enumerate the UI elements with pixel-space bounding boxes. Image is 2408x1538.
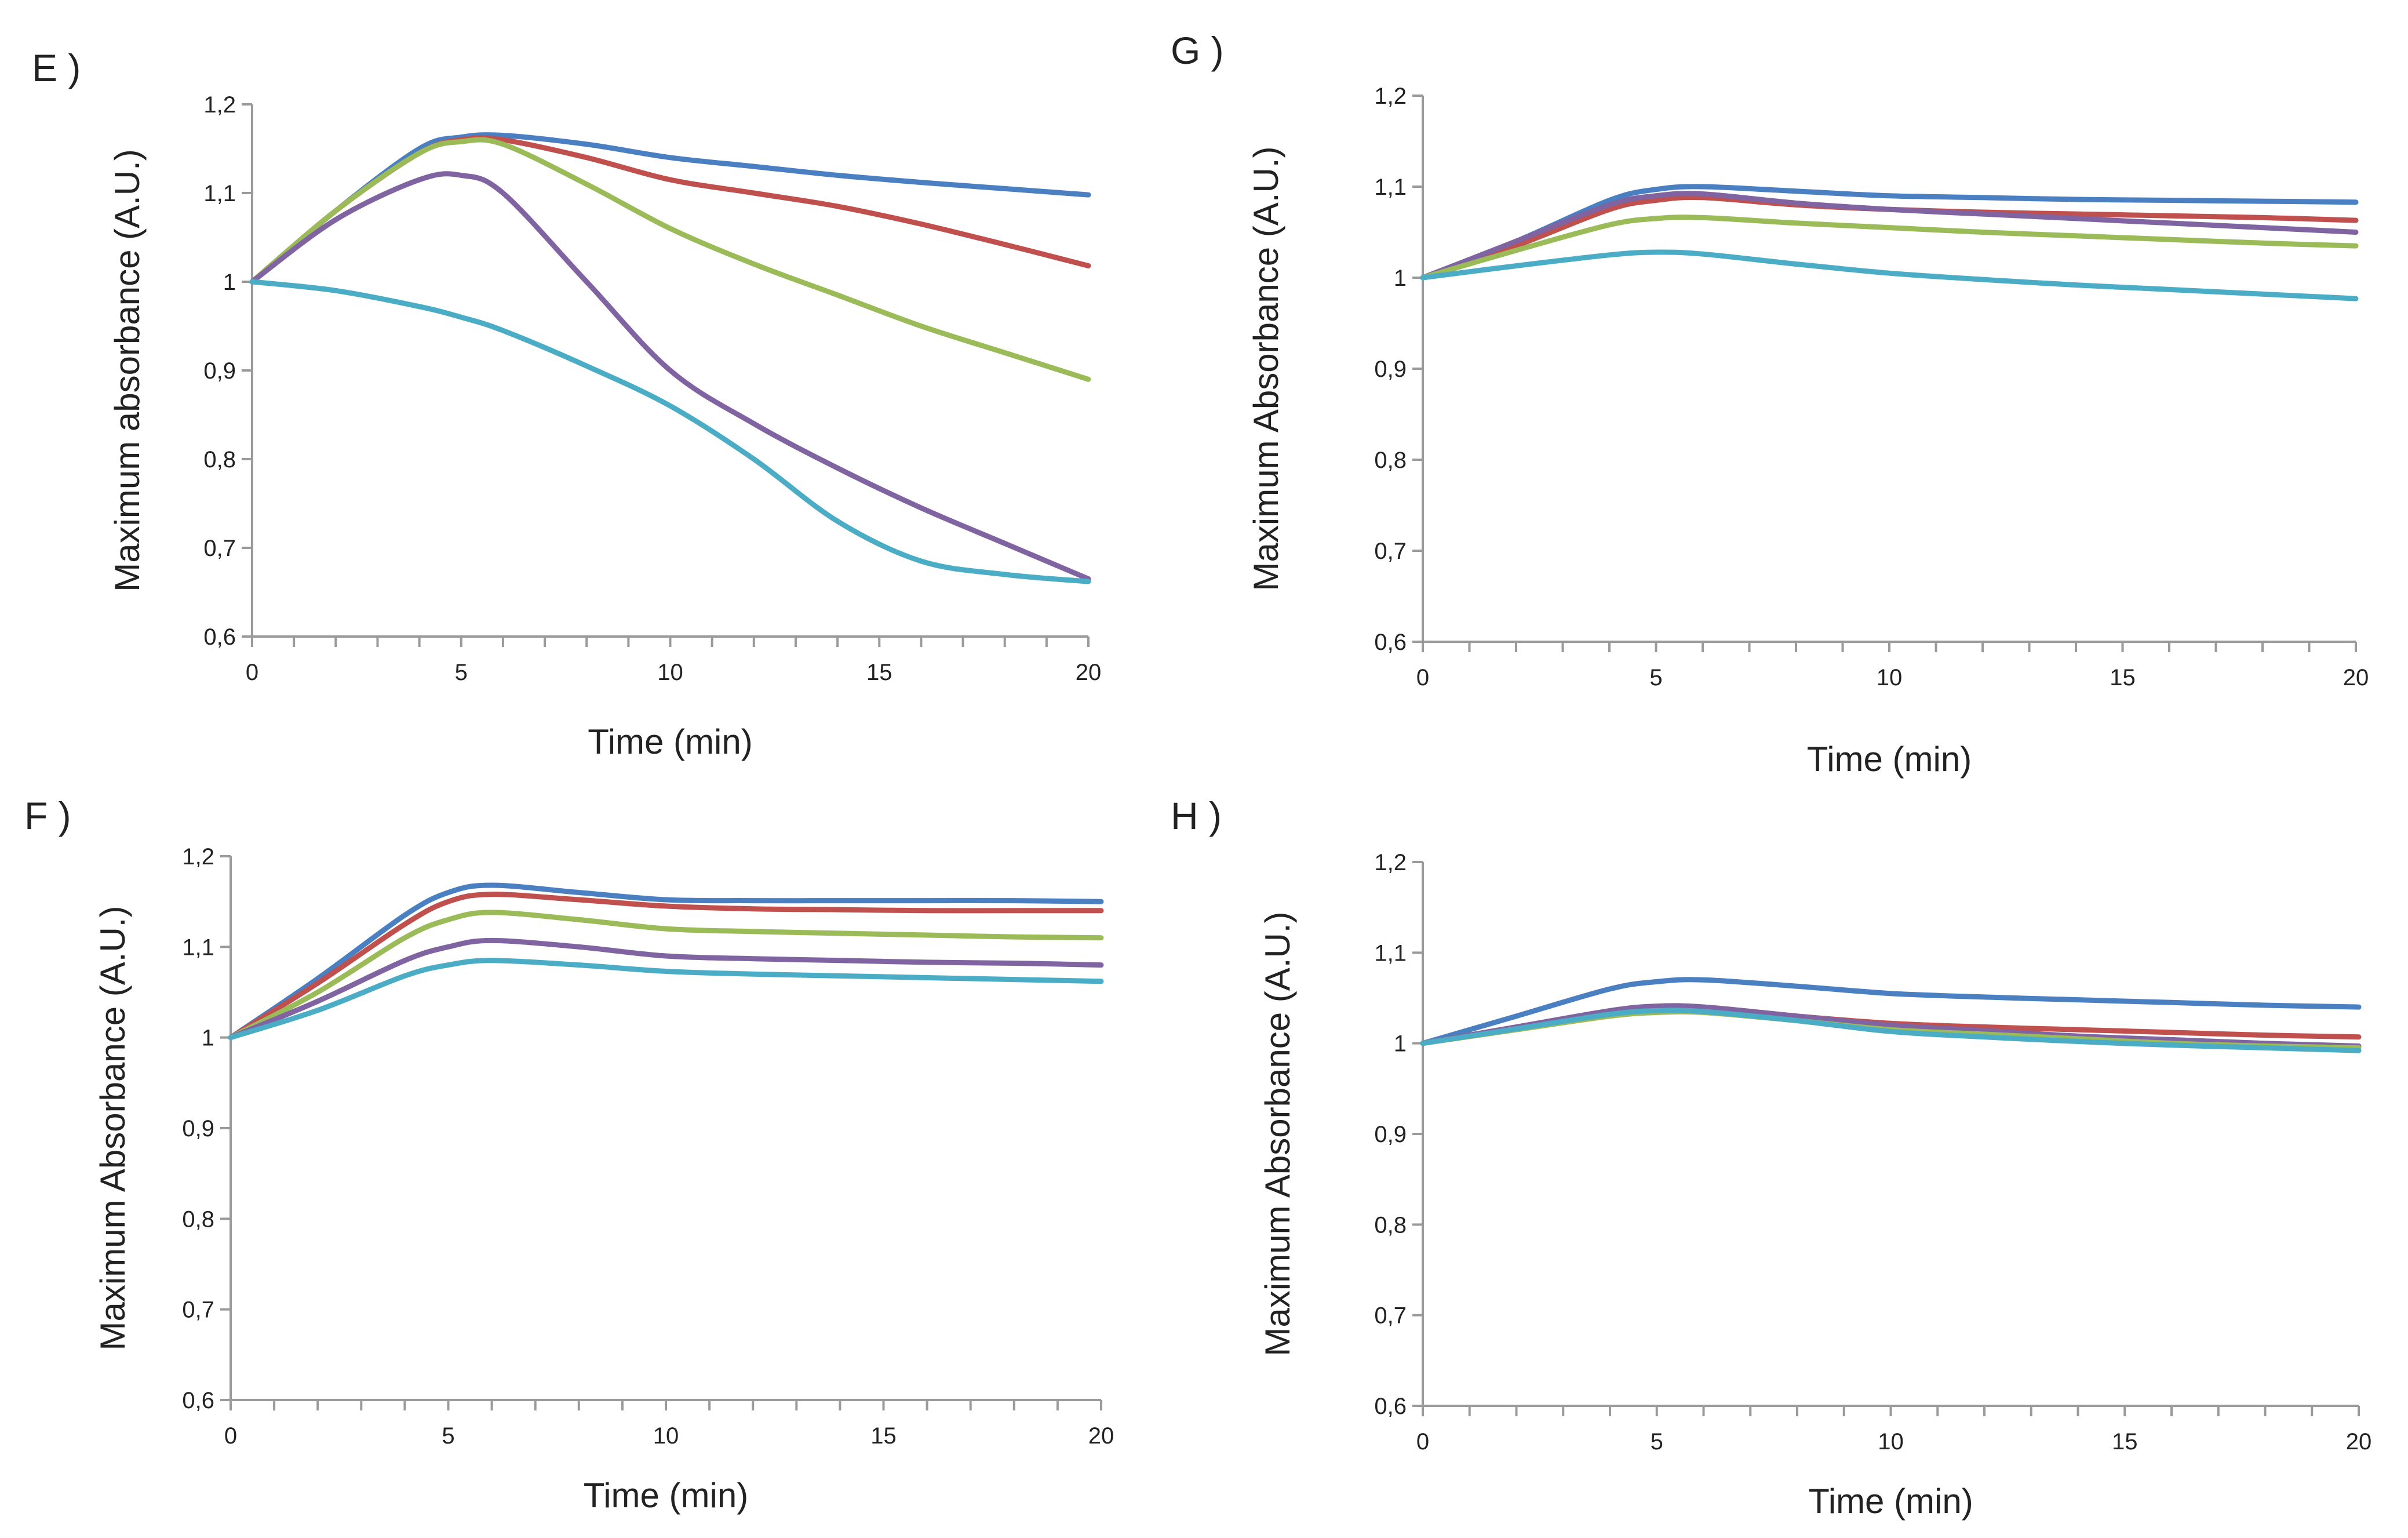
- y-tick-label: 1,1: [1374, 940, 1407, 966]
- y-tick-label: 0,6: [182, 1388, 214, 1413]
- series-line-series-2: [228, 892, 1104, 1041]
- x-tick-label: 5: [1651, 1429, 1663, 1455]
- y-tick-label: 1: [1394, 1031, 1407, 1057]
- y-axis-title: Maximum Absorbance (A.U.): [1247, 147, 1285, 591]
- x-tick-label: 5: [442, 1423, 454, 1449]
- series-line-series-3: [249, 137, 1091, 382]
- series-line-series-5: [1420, 1008, 2362, 1053]
- y-tick-label: 0,8: [182, 1206, 214, 1232]
- x-tick-label: 0: [224, 1423, 237, 1449]
- x-axis-title: Time (min): [1807, 740, 1972, 779]
- x-axis-title: Time (min): [584, 1476, 748, 1515]
- x-tick-label: 0: [1416, 665, 1429, 690]
- y-tick-label: 0,9: [182, 1116, 214, 1141]
- y-tick-label: 0,8: [1374, 1212, 1407, 1238]
- y-axis-title: Maximum Absorbance (A.U.): [93, 906, 132, 1351]
- y-tick-label: 0,6: [203, 624, 236, 650]
- chart-panel: G ) 0,6 0,7 0,8 0,9 1 1,1 1,2 0 5 10 15 20 Time (min)…: [1171, 29, 2369, 779]
- x-tick-label: 5: [455, 660, 468, 685]
- x-axis-title: Time (min): [588, 722, 752, 761]
- y-tick-label: 0,7: [203, 536, 236, 561]
- series-line-series-5: [228, 958, 1104, 1041]
- series-line-series-1: [1420, 184, 2359, 281]
- y-tick-label: 0,9: [1374, 357, 1407, 382]
- series-line-series-1: [228, 882, 1104, 1041]
- x-tick-label: 5: [1649, 665, 1662, 690]
- y-tick-label: 1,2: [1374, 83, 1407, 109]
- x-tick-label: 0: [246, 660, 258, 685]
- series-line-series-4: [228, 937, 1104, 1041]
- panel-label: H ): [1171, 794, 1222, 837]
- chart-panel: E ) 0,6 0,7 0,8 0,9 1 1,1 1,2 0 5 10 15 20 Time (min)…: [32, 46, 1101, 761]
- series-line-series-4: [249, 171, 1091, 581]
- series-line-series-3: [1420, 214, 2359, 281]
- x-tick-label: 20: [1088, 1423, 1114, 1449]
- x-tick-label: 15: [870, 1423, 897, 1449]
- y-tick-label: 0,6: [1374, 630, 1407, 655]
- x-tick-label: 15: [2112, 1429, 2138, 1455]
- series-line-series-1: [1420, 977, 2362, 1046]
- x-axis-title: Time (min): [1808, 1482, 1973, 1521]
- x-tick-label: 10: [1877, 665, 1903, 690]
- y-tick-label: 1,1: [203, 181, 236, 206]
- x-tick-label: 20: [2346, 1429, 2372, 1455]
- panel-label: G ): [1171, 29, 1224, 72]
- y-tick-label: 1: [1394, 266, 1407, 291]
- y-axis-title: Maximum Absorbance (A.U.): [1258, 912, 1297, 1357]
- series-line-series-4: [1420, 1003, 2362, 1049]
- y-tick-label: 0,8: [1374, 448, 1407, 473]
- chart-panel: F ) 0,6 0,7 0,8 0,9 1 1,1 1,2 0 5 10 15 20 Time (min)…: [24, 794, 1114, 1515]
- x-tick-label: 20: [1076, 660, 1102, 685]
- x-tick-label: 10: [1878, 1429, 1904, 1455]
- y-tick-label: 0,8: [203, 447, 236, 472]
- chart-panel: H ) 0,6 0,7 0,8 0,9 1 1,1 1,2 0 5 10 15 20 Time (min)…: [1171, 794, 2371, 1521]
- x-tick-label: 15: [2110, 665, 2136, 690]
- y-tick-label: 0,9: [1374, 1122, 1407, 1147]
- y-tick-label: 1,1: [182, 935, 214, 960]
- y-axis-title: Maximum absorbance (A.U.): [108, 149, 147, 592]
- x-tick-label: 15: [866, 660, 892, 685]
- x-tick-label: 0: [1416, 1429, 1429, 1455]
- y-tick-label: 1,2: [1374, 850, 1407, 875]
- y-tick-label: 0,7: [1374, 1303, 1407, 1329]
- y-tick-label: 1: [202, 1026, 214, 1051]
- series-line-series-5: [1420, 249, 2359, 301]
- y-tick-label: 1,2: [182, 844, 214, 870]
- y-tick-label: 1: [223, 270, 236, 295]
- y-tick-label: 0,7: [1374, 539, 1407, 564]
- series-line-series-1: [249, 132, 1091, 285]
- y-tick-label: 1,1: [1374, 174, 1407, 200]
- x-tick-label: 10: [657, 660, 683, 685]
- y-tick-label: 1,2: [203, 92, 236, 118]
- x-tick-label: 20: [2343, 665, 2369, 690]
- y-tick-label: 0,9: [203, 358, 236, 384]
- y-tick-label: 0,6: [1374, 1394, 1407, 1419]
- panel-label: E ): [32, 46, 81, 89]
- panel-label: F ): [24, 794, 71, 837]
- series-line-series-3: [228, 910, 1104, 1041]
- series-line-series-4: [1420, 191, 2359, 281]
- x-tick-label: 10: [653, 1423, 679, 1449]
- series-line-series-5: [249, 279, 1091, 584]
- y-tick-label: 0,7: [182, 1297, 214, 1323]
